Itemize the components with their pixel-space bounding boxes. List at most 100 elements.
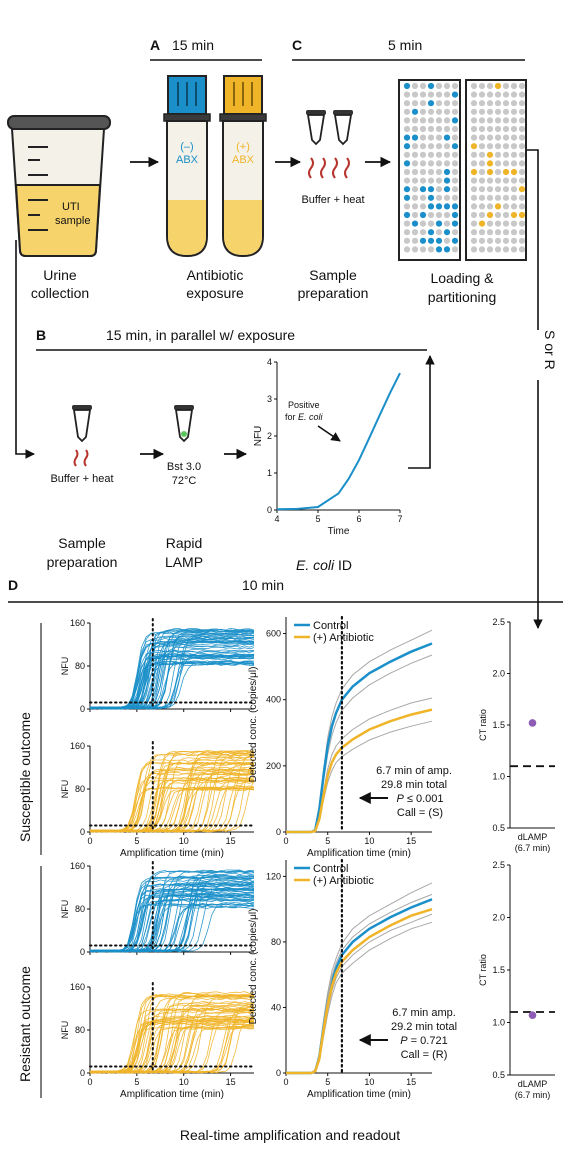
negative-partition (518, 246, 526, 253)
y-tick-label: 1.0 (492, 1018, 505, 1028)
negative-partition (470, 160, 478, 167)
negative-partition (478, 143, 486, 150)
y-tick-label: 0 (80, 1068, 85, 1078)
negative-partition (486, 125, 494, 133)
negative-partition (443, 125, 451, 133)
negative-partition (486, 246, 494, 253)
negative-partition (510, 246, 518, 253)
negative-partition (411, 160, 419, 167)
y-tick-label: 200 (266, 761, 281, 771)
positive-partition (427, 100, 435, 107)
positive-partition (443, 186, 451, 193)
negative-partition (403, 177, 411, 184)
negative-partition (411, 82, 419, 90)
antibiotic-tube-positive-icon (219, 75, 267, 258)
antibiotic-series-line (286, 708, 433, 834)
negative-partition (502, 177, 510, 184)
negative-partition (518, 82, 526, 90)
arrow-chip-to-readout (527, 149, 543, 629)
negative-partition (435, 100, 443, 107)
x-category-label-sub: (6.7 min) (515, 843, 551, 853)
x-tick-label: 0 (87, 1077, 92, 1087)
negative-partition (478, 246, 486, 253)
negative-partition (435, 143, 443, 150)
negative-partition (403, 229, 411, 236)
susc-annot-l1: 6.7 min of amp. (376, 765, 452, 777)
y-tick-label: 1 (267, 468, 272, 478)
amplification-trace (89, 1019, 255, 1074)
lamp-caption-line1: Rapid (166, 535, 203, 551)
y-tick-label: 2.5 (492, 617, 505, 627)
negative-partition (502, 125, 510, 133)
x-axis-label: Amplification time (min) (307, 848, 411, 859)
x-tick-label: 7 (397, 514, 402, 524)
ecoli-amplification-line (276, 372, 401, 511)
negative-partition (510, 82, 518, 90)
negative-partition (419, 168, 427, 176)
negative-partition (494, 237, 502, 244)
negative-partition (427, 177, 435, 184)
negative-partition (427, 91, 435, 98)
positive-partition (403, 186, 411, 193)
y-tick-label: 80 (75, 904, 85, 914)
negative-partition (502, 194, 510, 201)
negative-partition (494, 211, 502, 219)
positive-partition (411, 134, 419, 141)
negative-partition (518, 134, 526, 141)
antibiotic-series-line (286, 908, 433, 1075)
tube-pos-label: (+) (236, 141, 250, 153)
negative-partition (411, 237, 419, 244)
positive-partition (478, 220, 486, 227)
susceptible-row-label: Susceptible outcome (17, 712, 33, 842)
positive-partition (435, 203, 443, 210)
x-tick-label: 0 (283, 1077, 288, 1087)
negative-partition (478, 100, 486, 107)
negative-partition (518, 100, 526, 107)
negative-partition (451, 177, 459, 184)
x-tick-label: 10 (179, 1077, 189, 1087)
ecoli-caption: E. coli ID (296, 557, 352, 573)
dlamp-chip-icon (398, 79, 527, 261)
panel-d-letter: D (8, 577, 18, 593)
negative-partition (427, 168, 435, 176)
negative-partition (435, 211, 443, 219)
negative-partition (470, 186, 478, 193)
ecoli-caption-id: ID (334, 557, 352, 573)
negative-partition (478, 237, 486, 244)
positive-partition (435, 246, 443, 253)
negative-partition (451, 82, 459, 90)
positive-partition (451, 203, 459, 210)
negative-partition (470, 211, 478, 219)
negative-partition (403, 246, 411, 253)
negative-partition (435, 117, 443, 124)
positive-partition (443, 203, 451, 210)
footer-caption: Real-time amplification and readout (180, 1127, 400, 1143)
microtube-pair-icon (306, 110, 353, 146)
negative-partition (510, 177, 518, 184)
prepb-caption-line2: preparation (47, 554, 118, 570)
y-tick-label: 120 (266, 871, 281, 881)
x-axis-label: Amplification time (min) (307, 1089, 411, 1100)
negative-partition (443, 160, 451, 167)
negative-partition (451, 100, 459, 107)
negative-partition (470, 194, 478, 201)
positive-partition (451, 237, 459, 244)
amplification-trace (89, 638, 255, 710)
negative-partition (427, 117, 435, 124)
negative-partition (518, 125, 526, 133)
positive-partition (427, 186, 435, 193)
negative-partition (443, 151, 451, 158)
susc-annot-l4: Call = (S) (397, 807, 443, 819)
chip-partitions-antibiotic (470, 82, 526, 253)
positive-partition (486, 211, 494, 219)
y-tick-label: 80 (75, 661, 85, 671)
ecoli-caption-species: E. coli (296, 557, 335, 573)
positive-partition (451, 143, 459, 150)
negative-partition (419, 91, 427, 98)
amplification-trace (89, 766, 255, 833)
positive-partition (510, 211, 518, 219)
cup-caption-line2: collection (31, 285, 89, 301)
negative-partition (486, 237, 494, 244)
y-axis-label: CT ratio (478, 954, 488, 986)
tube-neg-label: (–) (180, 141, 193, 153)
